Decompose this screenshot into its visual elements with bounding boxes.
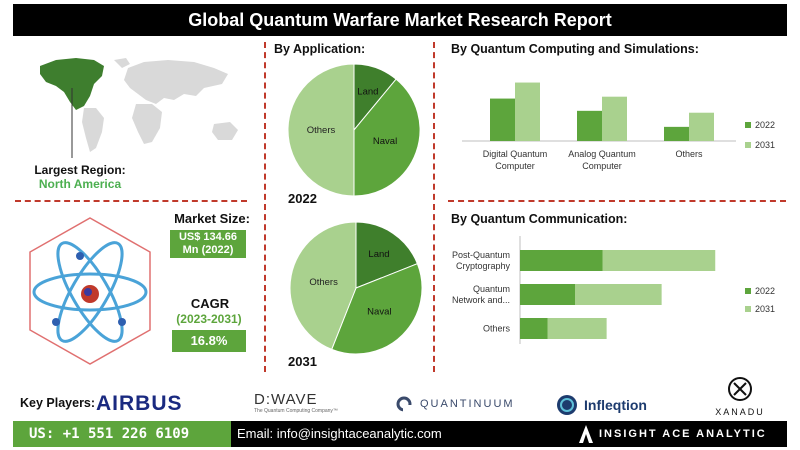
pie-label-naval: Naval	[367, 306, 391, 317]
x-tick-label: Computer	[582, 161, 622, 171]
footer-email[interactable]: Email: info@insightaceanalytic.com	[231, 421, 571, 447]
legend-label-2022: 2022	[755, 120, 775, 130]
legend-label-2031: 2031	[755, 304, 775, 314]
electron	[118, 318, 126, 326]
y-tick-label: Others	[483, 324, 511, 334]
pie-label-land: Land	[357, 86, 378, 97]
legend-swatch-2022	[745, 122, 751, 128]
footer-brand: INSIGHT ACE ANALYTIC	[571, 421, 787, 447]
y-tick-label: Post-Quantum	[452, 250, 510, 260]
application-title: By Application:	[274, 42, 366, 56]
pie-chart-2031: Land Naval Others	[289, 221, 423, 355]
largest-region-label: Largest Region:	[34, 163, 126, 177]
pie-label-others: Others	[309, 277, 338, 288]
orbit	[32, 272, 148, 312]
infleqtion-icon	[557, 395, 577, 415]
pie-label-naval: Naval	[373, 136, 397, 147]
market-size-value-line1: US$ 134.66	[178, 231, 238, 243]
bar-2022-1	[520, 284, 575, 305]
atom-illustration	[29, 217, 151, 365]
legend-label-2022: 2022	[755, 286, 775, 296]
pie-chart-2022: Land Naval Others	[287, 63, 421, 197]
legend-swatch-2022	[745, 288, 751, 294]
pie-label-others: Others	[307, 125, 336, 136]
electron	[52, 318, 60, 326]
dwave-logo: D:WAVE The Quantum Computing Company™	[254, 391, 344, 415]
cagr-value: 16.8%	[172, 330, 246, 352]
bar-2031-1	[602, 96, 627, 141]
separator-right-horizontal	[448, 200, 786, 202]
bar-2031-1	[575, 284, 662, 305]
bar-2022-2	[664, 126, 689, 141]
x-tick-label: Others	[675, 149, 703, 159]
pie-year-2022: 2022	[288, 191, 317, 206]
legend-swatch-2031	[745, 142, 751, 148]
xanadu-logo: XANADU	[712, 376, 768, 417]
pie-year-2031: 2031	[288, 354, 317, 369]
largest-region-value: North America	[38, 177, 122, 191]
computing-bar-chart: Digital Quantum Computer Analog Quantum Com…	[462, 82, 775, 171]
bar-2031-2	[547, 318, 607, 339]
pie-label-land: Land	[368, 249, 389, 260]
pie-slice-others	[289, 221, 357, 351]
legend-swatch-2031	[745, 306, 751, 312]
bar-2031-0	[515, 82, 540, 141]
brand-logo-icon	[579, 425, 593, 443]
quantinuum-name: QUANTINUUM	[420, 398, 515, 410]
pie-slice-land	[355, 221, 419, 289]
legend-label-2031: 2031	[755, 140, 775, 150]
pie-slice-naval	[353, 78, 421, 197]
bar-2022-2	[520, 318, 548, 339]
nucleus-core	[84, 288, 92, 296]
north-america-highlight	[40, 58, 104, 110]
largest-region: Largest Region: North America	[20, 163, 140, 191]
report-title: Global Quantum Warfare Market Research R…	[13, 4, 787, 36]
quantinuum-icon	[396, 396, 412, 412]
separator-right	[433, 42, 435, 372]
x-tick-label: Digital Quantum	[483, 149, 548, 159]
dwave-tagline: The Quantum Computing Company™	[254, 408, 338, 414]
cagr-label: CAGR	[190, 296, 230, 311]
footer-phone: US: +1 551 226 6109	[13, 421, 231, 447]
bar-2031-0	[602, 250, 716, 271]
cagr-years: (2023-2031)	[176, 312, 242, 326]
market-size-label: Market Size:	[174, 211, 250, 226]
bar-2031-2	[689, 112, 714, 141]
dwave-name: D:WAVE	[254, 391, 318, 408]
airbus-logo: AIRBUS	[96, 392, 183, 415]
brand-name: INSIGHT ACE ANALYTIC	[599, 428, 767, 440]
bar-2022-0	[520, 250, 603, 271]
electron	[76, 252, 84, 260]
xanadu-name: XANADU	[715, 407, 765, 417]
xanadu-icon	[728, 377, 752, 401]
y-tick-label: Quantum	[473, 284, 510, 294]
world-map-land	[82, 58, 238, 152]
orbit	[56, 241, 124, 343]
bar-2022-1	[577, 110, 602, 141]
communication-title: By Quantum Communication:	[451, 212, 628, 226]
market-size-value-line2: Mn (2022)	[182, 244, 234, 256]
infleqtion-name: Infleqtion	[584, 397, 647, 413]
computing-title: By Quantum Computing and Simulations:	[451, 42, 699, 56]
orbit	[56, 241, 124, 343]
y-tick-label: Cryptography	[456, 261, 511, 271]
market-size-value: US$ 134.66 Mn (2022)	[170, 230, 246, 258]
separator-left	[264, 42, 266, 372]
y-tick-label: Network and...	[452, 295, 510, 305]
x-tick-label: Analog Quantum	[568, 149, 636, 159]
pie-slice-others	[287, 63, 355, 197]
world-map	[40, 58, 238, 158]
separator-left-horizontal	[15, 200, 247, 202]
hexagon-frame	[29, 217, 151, 365]
key-players-label: Key Players:	[20, 396, 96, 410]
pie-slice-naval	[331, 263, 423, 355]
x-tick-label: Computer	[495, 161, 535, 171]
key-players-row: Key Players: AIRBUS D:WAVE The Quantum C…	[0, 377, 800, 420]
bar-2022-0	[490, 98, 515, 141]
